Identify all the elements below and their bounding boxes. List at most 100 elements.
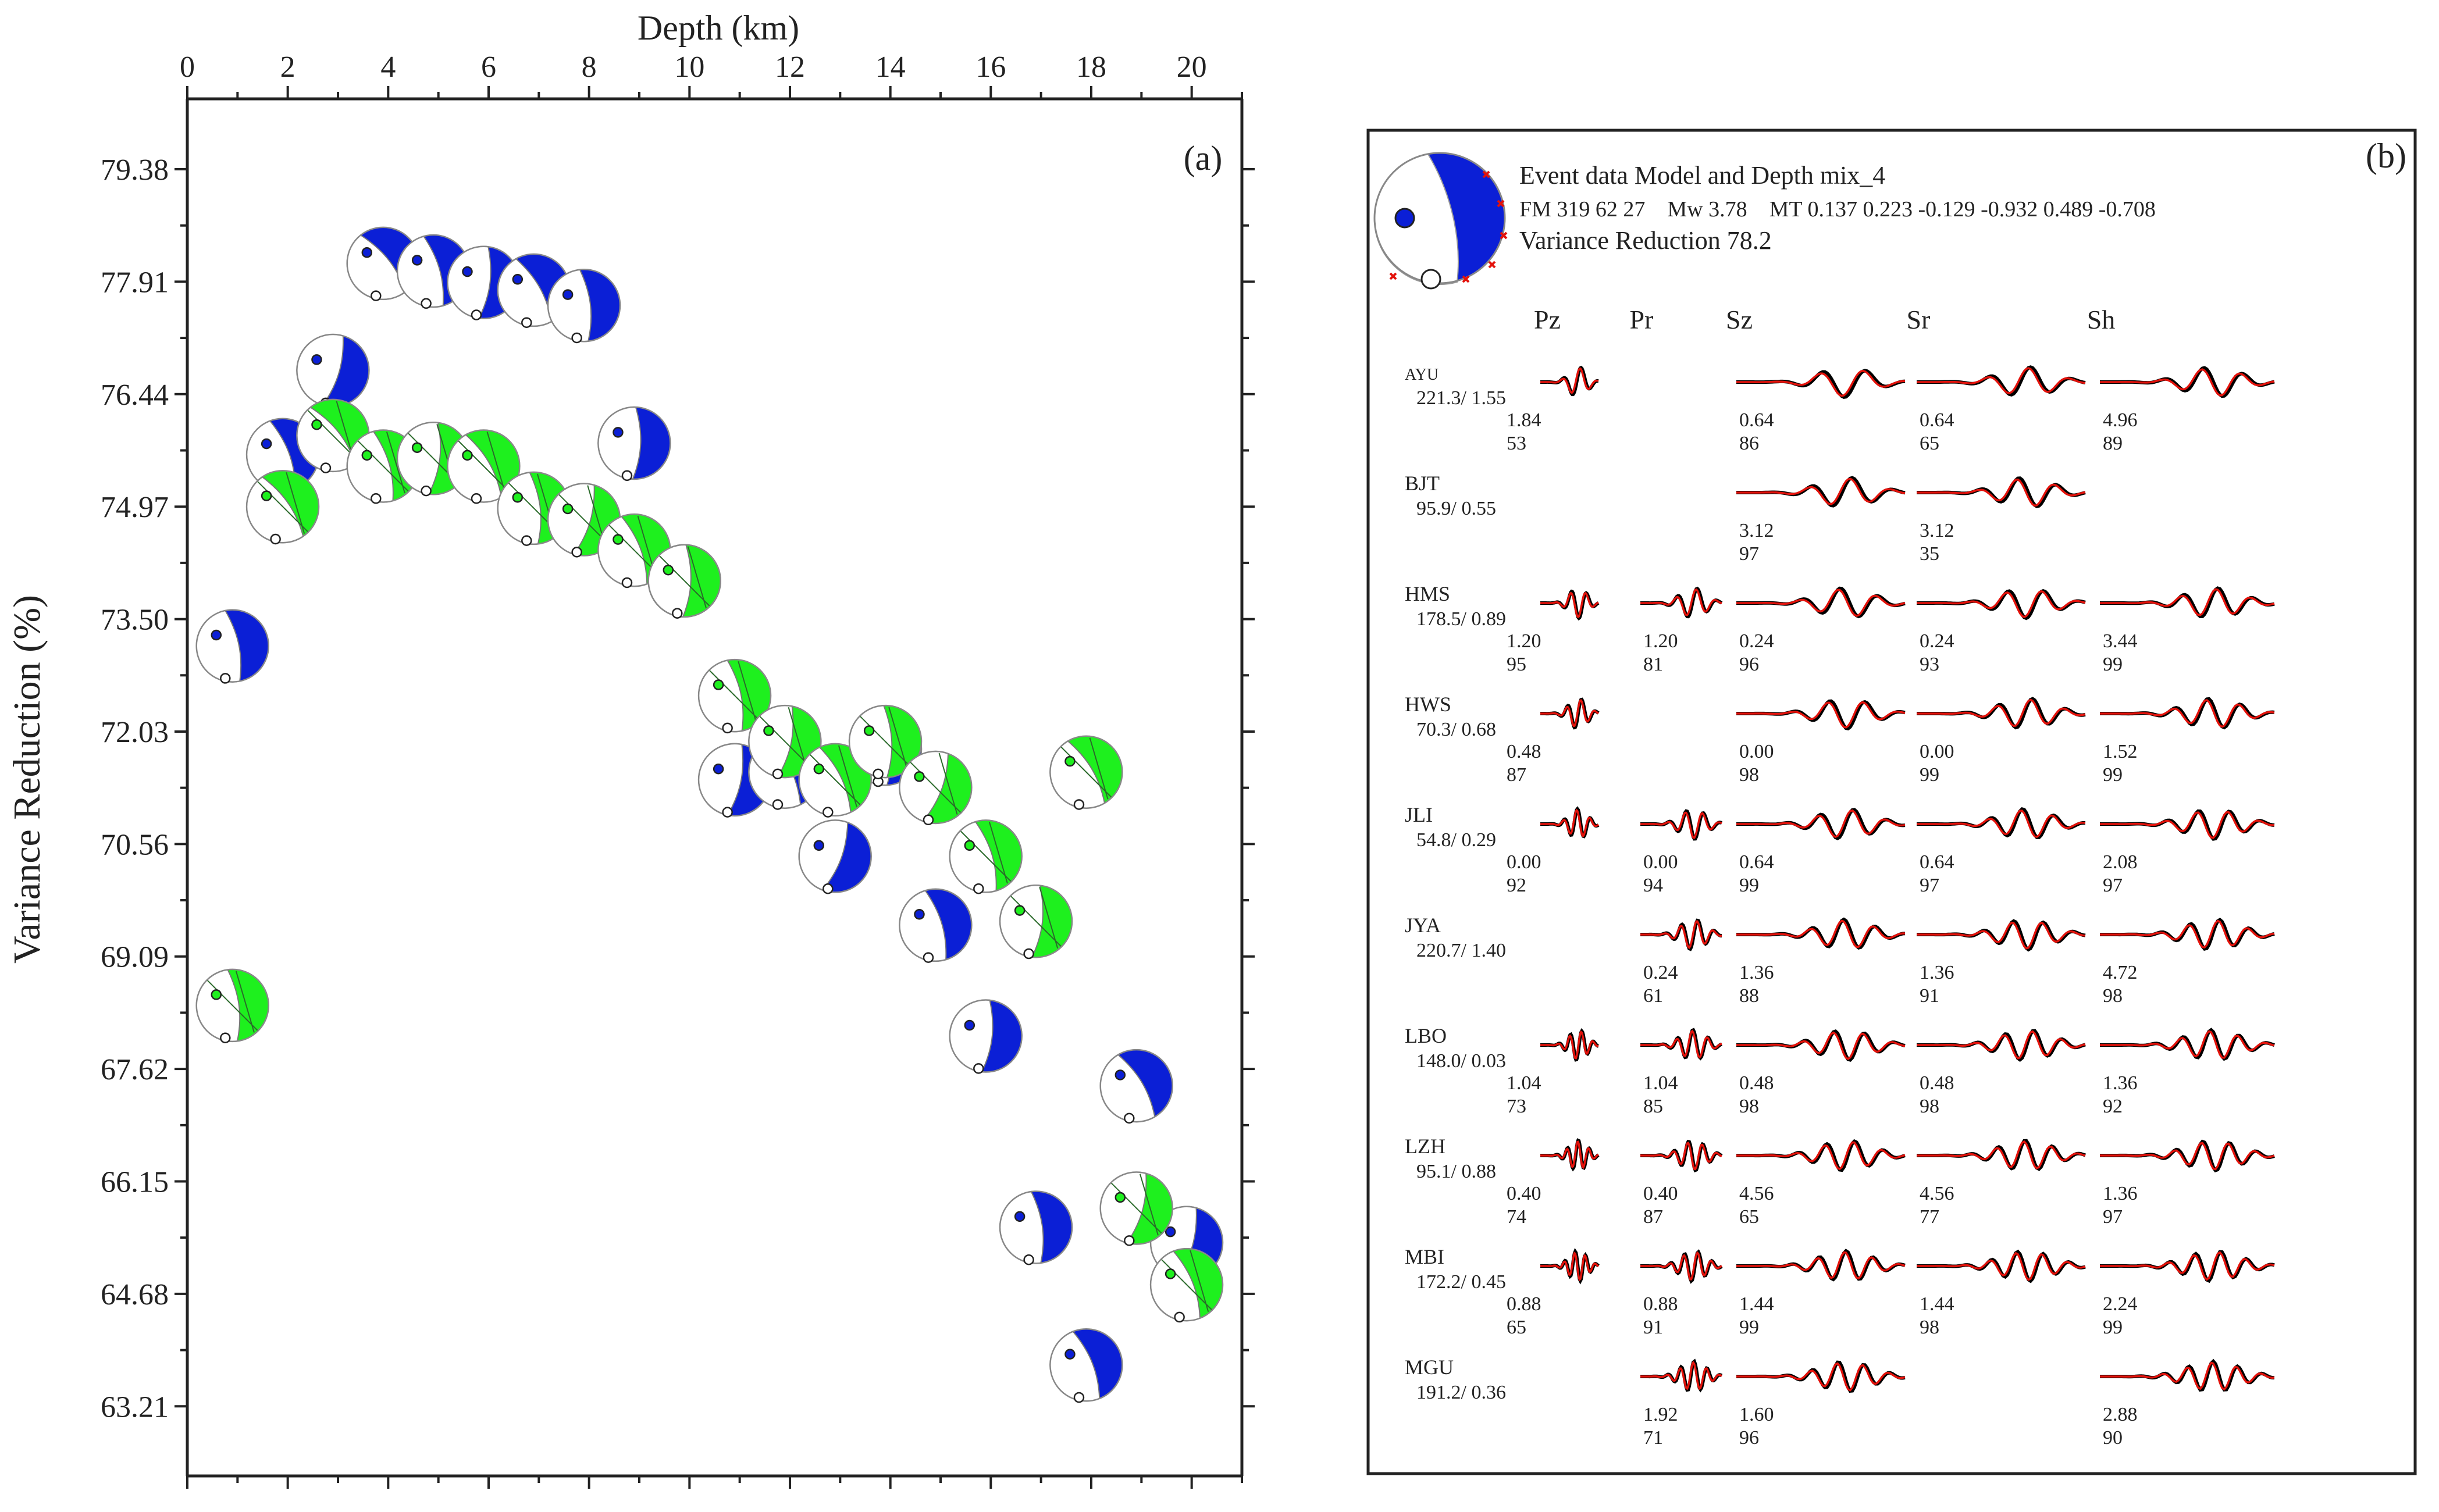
synthetic-trace — [1736, 477, 1906, 505]
t-axis-dot — [772, 768, 784, 780]
x-tick-label: 10 — [674, 51, 704, 84]
y-tick-label: 67.62 — [101, 1053, 169, 1086]
panel-a-depth-scatter: Depth (km) Variance Reduction (%) (a) 0 2… — [6, 9, 1255, 1489]
y-tick-label: 72.03 — [101, 716, 169, 749]
time-shift-value: 0.24 — [1739, 630, 1774, 652]
synthetic-trace — [1640, 1029, 1722, 1059]
t-axis-dot — [873, 768, 884, 780]
p-axis-dot — [964, 840, 975, 851]
synthetic-trace — [1917, 1030, 2086, 1060]
time-shift-value: 1.84 — [1507, 409, 1541, 431]
time-shift-value: 2.24 — [2103, 1293, 2138, 1315]
time-shift-value: 1.60 — [1739, 1404, 1774, 1425]
correlation-value: 35 — [1920, 543, 1939, 565]
beachball-outline — [899, 750, 973, 825]
correlation-value: 99 — [2103, 1317, 2123, 1338]
station-name: MBI — [1405, 1245, 1444, 1268]
time-shift-value: 4.72 — [2103, 962, 2138, 983]
p-axis-dot — [512, 491, 524, 503]
beachball-blue — [899, 888, 973, 963]
correlation-value: 91 — [1920, 985, 1939, 1007]
correlation-value: 98 — [1920, 1317, 1939, 1338]
t-axis-dot — [823, 807, 834, 818]
beachball-nodal-lines — [257, 472, 309, 534]
t-axis-dot — [923, 814, 934, 826]
correlation-value: 99 — [2103, 654, 2123, 675]
t-axis-dot — [220, 1032, 231, 1043]
t-axis-dot — [521, 317, 532, 328]
y-tick-label: 64.68 — [101, 1278, 169, 1311]
synthetic-trace — [1540, 1030, 1598, 1060]
synthetic-trace — [1640, 1251, 1722, 1281]
column-header-sz: Sz — [1726, 305, 1753, 334]
beachball-blue — [296, 333, 370, 409]
p-axis-dot — [914, 771, 925, 782]
correlation-value: 74 — [1507, 1206, 1526, 1228]
correlation-value: 98 — [1739, 764, 1759, 786]
beachball-green — [396, 422, 471, 497]
t-axis-dot — [371, 493, 382, 504]
plot-axes — [175, 86, 1255, 1489]
p-axis-dot — [813, 840, 825, 851]
p-axis-dot — [311, 354, 322, 365]
fm-line: FM 319 62 27 Mw 3.78 MT 0.137 0.223 -0.1… — [1519, 197, 2156, 222]
station-name: HWS — [1405, 693, 1451, 716]
correlation-value: 53 — [1507, 433, 1526, 454]
time-shift-value: 1.44 — [1920, 1293, 1954, 1315]
variance-reduction-line: Variance Reduction 78.2 — [1519, 226, 1772, 255]
station-distance-azimuth: 220.7/ 1.40 — [1416, 940, 1506, 961]
synthetic-trace — [1540, 591, 1599, 619]
p-axis-dot — [1064, 755, 1076, 767]
synthetic-trace — [1540, 699, 1599, 728]
time-shift-value: 4.56 — [1739, 1183, 1774, 1204]
synthetic-trace — [2100, 919, 2275, 948]
station-name: LBO — [1405, 1024, 1447, 1047]
synthetic-trace — [1917, 1140, 2086, 1170]
station-name: AYU — [1405, 366, 1439, 384]
t-axis-dot — [1073, 1392, 1085, 1403]
correlation-value: 94 — [1643, 875, 1663, 896]
station-name: JYA — [1405, 914, 1441, 937]
synthetic-trace — [2100, 588, 2275, 616]
panel-label-b: (b) — [2366, 137, 2406, 175]
beachball-nodal-lines — [458, 432, 510, 494]
correlation-value: 86 — [1739, 433, 1759, 454]
panel-b-frame — [1366, 129, 2417, 1475]
beachball-outline — [999, 1190, 1073, 1264]
station-name: BJT — [1405, 472, 1440, 495]
beachball-nodal-lines — [658, 546, 710, 608]
time-shift-value: 3.44 — [2103, 630, 2138, 652]
beachball-blue — [949, 999, 1023, 1074]
beachball-outline — [547, 268, 621, 343]
t-axis-dot — [1124, 1112, 1135, 1124]
beachball-green — [245, 469, 320, 545]
t-axis-dot — [1023, 1254, 1034, 1265]
p-axis-dot — [964, 1019, 975, 1031]
time-shift-value: 1.20 — [1507, 630, 1541, 652]
correlation-value: 98 — [1739, 1096, 1759, 1117]
synthetic-trace — [1736, 919, 1906, 948]
beachball-green — [447, 429, 521, 504]
station-name: JLI — [1405, 803, 1433, 826]
beachball-green — [899, 750, 973, 826]
beachball-outline — [1099, 1171, 1173, 1245]
y-tick-label: 76.44 — [101, 379, 169, 412]
beachball-green — [697, 658, 772, 734]
column-header-sr: Sr — [1907, 305, 1931, 334]
beachball-outline — [899, 888, 973, 962]
time-shift-value: 1.04 — [1507, 1072, 1541, 1094]
station-name: LZH — [1405, 1135, 1445, 1158]
panel-b-waveform-fits: (b) Event data Model and Depth mix_4 FM … — [1366, 129, 2417, 1475]
t-axis-dot — [672, 608, 683, 619]
time-shift-value: 0.64 — [1920, 409, 1954, 431]
correlation-value: 98 — [2103, 985, 2123, 1007]
beachball-nodal-lines — [1010, 887, 1062, 949]
time-shift-value: 0.88 — [1507, 1293, 1541, 1315]
beachball-green — [999, 884, 1073, 960]
component-column-headers: Pz Pr Sz Sr Sh — [1534, 305, 2115, 334]
p-axis-dot — [1014, 905, 1026, 916]
time-shift-value: 1.36 — [1920, 962, 1954, 983]
p-axis-dot — [411, 255, 423, 266]
